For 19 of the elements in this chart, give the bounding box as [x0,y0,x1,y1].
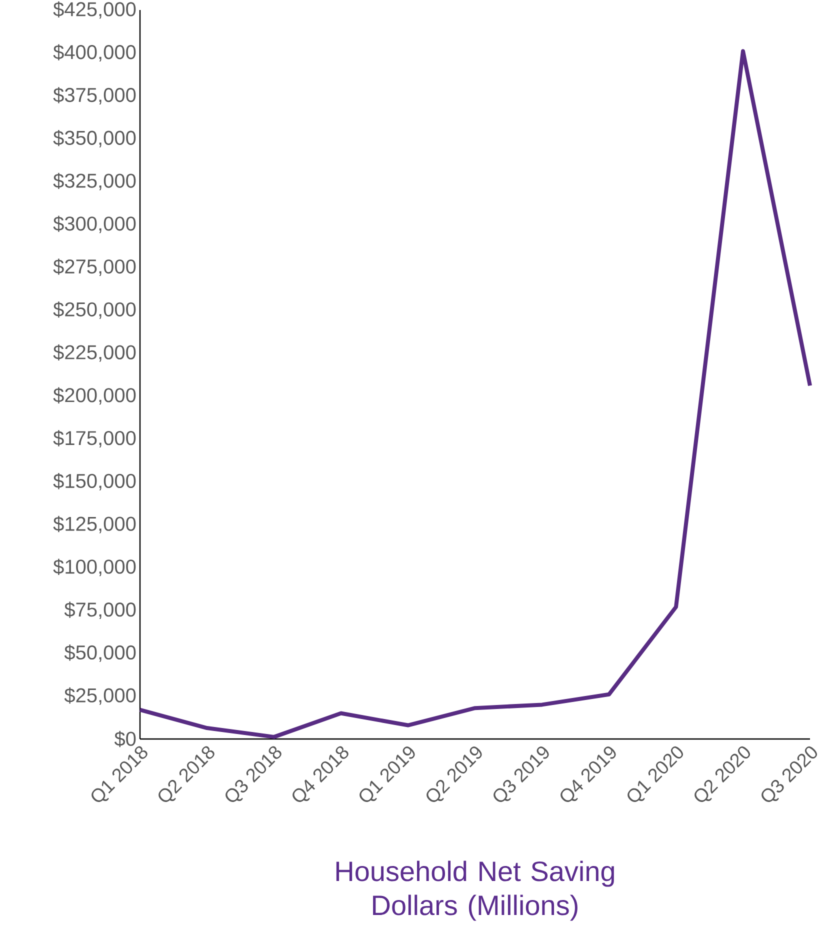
y-tick-label: $0 [114,730,136,748]
y-tick-label: $50,000 [64,644,136,662]
y-tick-label: $75,000 [64,602,136,620]
y-tick-label: $25,000 [64,687,136,705]
y-tick-label: $350,000 [53,130,136,148]
y-tick-label: $425,000 [53,1,136,19]
x-axis-title: Household Net Saving Dollars (Millions) [336,860,614,921]
y-tick-label: $325,000 [53,172,136,190]
y-tick-label: $200,000 [53,387,136,405]
y-tick-label: $125,000 [53,516,136,534]
y-tick-label: $100,000 [53,558,136,576]
y-tick-label: $175,000 [53,430,136,448]
y-tick-label: $275,000 [53,258,136,276]
y-tick-label: $375,000 [53,87,136,104]
y-tick-label: $400,000 [53,44,136,62]
y-tick-label: $300,000 [53,216,136,234]
y-tick-label: $225,000 [53,344,136,362]
y-tick-label: $250,000 [53,301,136,319]
y-tick-label: $150,000 [53,473,136,490]
